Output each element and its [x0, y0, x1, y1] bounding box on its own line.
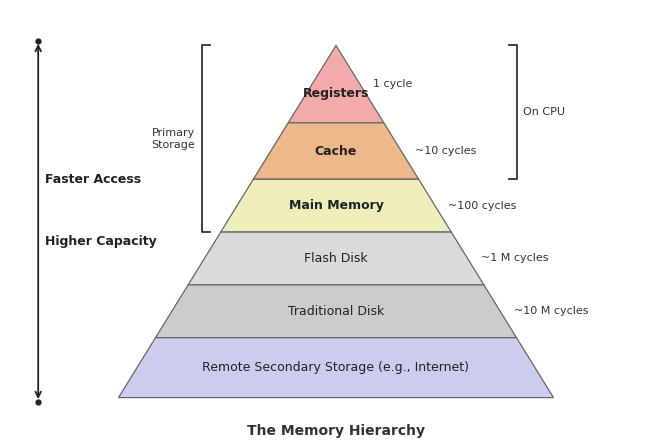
Text: The Memory Hierarchy: The Memory Hierarchy — [247, 424, 425, 438]
Text: Faster Access: Faster Access — [45, 173, 141, 186]
Text: 1 cycle: 1 cycle — [374, 79, 413, 89]
Text: ~1 M cycles: ~1 M cycles — [481, 253, 548, 264]
Text: ~100 cycles: ~100 cycles — [448, 201, 517, 211]
Polygon shape — [155, 285, 517, 338]
Text: Remote Secondary Storage (e.g., Internet): Remote Secondary Storage (e.g., Internet… — [202, 361, 470, 374]
Text: Traditional Disk: Traditional Disk — [288, 305, 384, 318]
Text: Registers: Registers — [303, 87, 369, 100]
Text: Cache: Cache — [314, 144, 358, 158]
Text: On CPU: On CPU — [523, 107, 565, 117]
Polygon shape — [188, 232, 484, 285]
Text: Main Memory: Main Memory — [288, 199, 384, 212]
Text: ~10 M cycles: ~10 M cycles — [513, 306, 588, 316]
Polygon shape — [220, 179, 452, 232]
Text: Higher Capacity: Higher Capacity — [45, 235, 157, 248]
Polygon shape — [253, 123, 419, 179]
Polygon shape — [288, 46, 384, 123]
Text: ~10 cycles: ~10 cycles — [415, 146, 476, 156]
Polygon shape — [118, 338, 554, 397]
Text: Primary
Storage: Primary Storage — [152, 128, 196, 150]
Text: Flash Disk: Flash Disk — [304, 252, 368, 265]
